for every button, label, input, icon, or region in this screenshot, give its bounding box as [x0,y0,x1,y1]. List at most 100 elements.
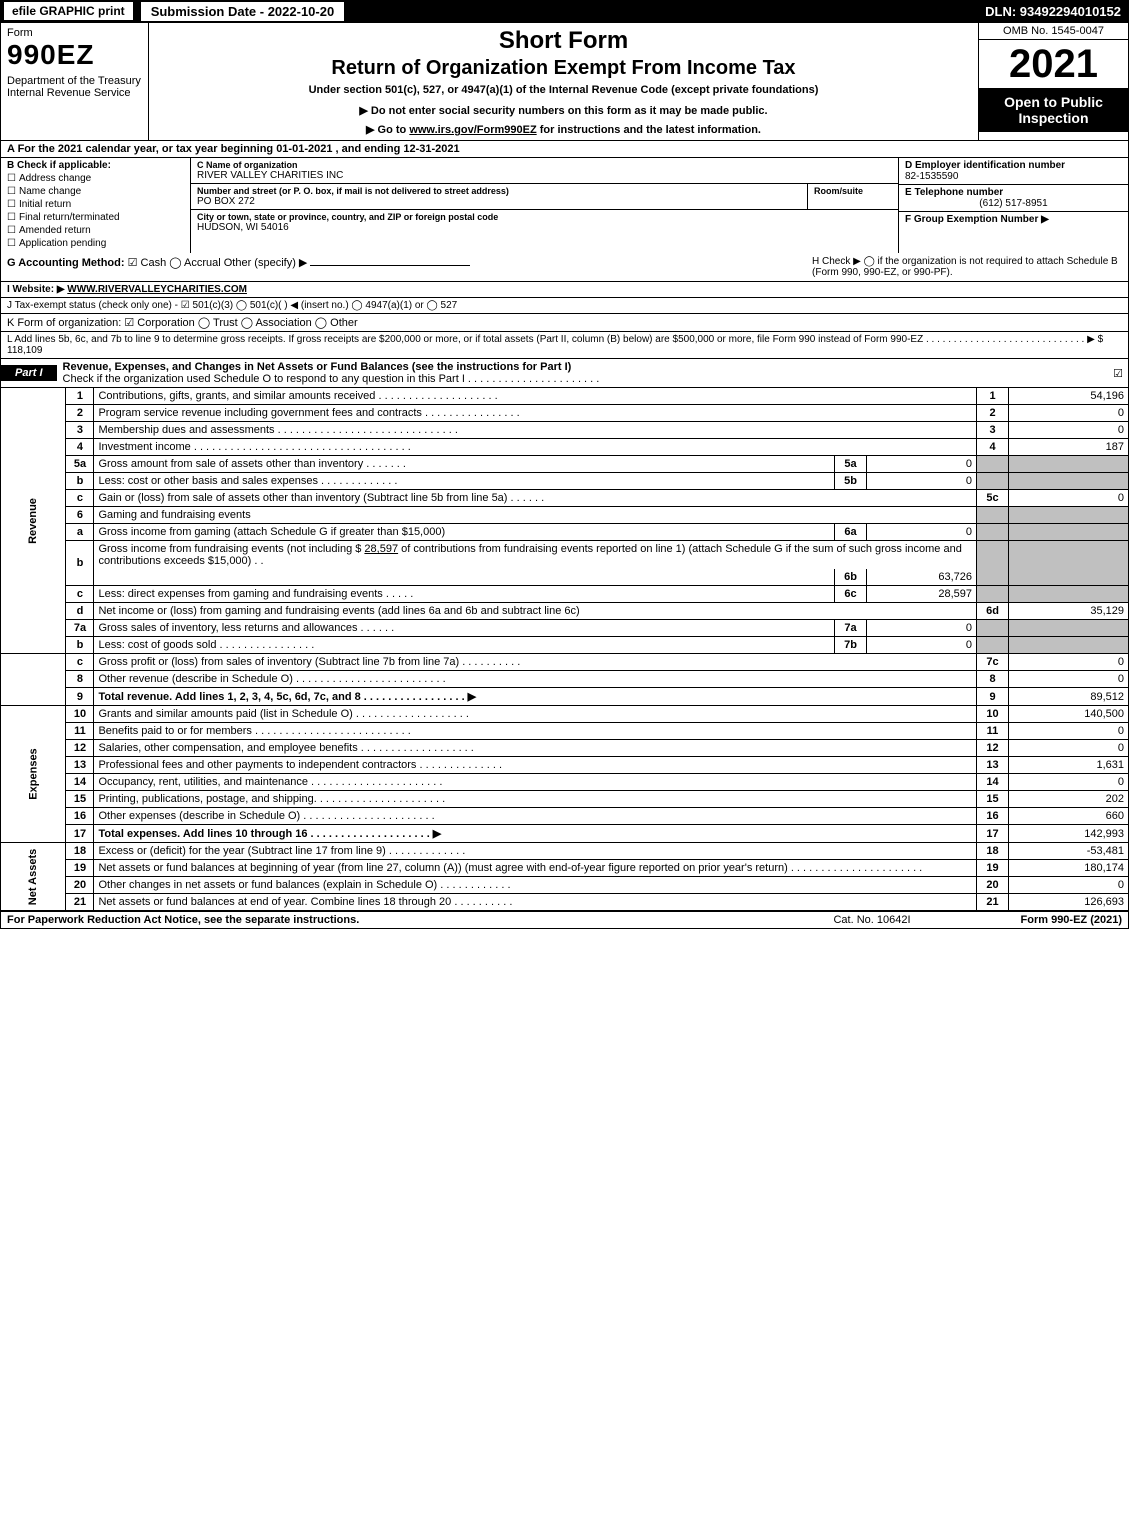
line-2-value: 0 [1009,405,1129,422]
form-subtitle: Under section 501(c), 527, or 4947(a)(1)… [157,84,970,96]
website-link[interactable]: WWW.RIVERVALLEYCHARITIES.COM [67,284,247,295]
line-7b-subnum: 7b [835,637,867,654]
line-12-num: 12 [977,740,1009,757]
application-pending-checkbox[interactable]: Application pending [7,238,184,249]
line-16-value: 660 [1009,808,1129,825]
line-4-desc: Investment income . . . . . . . . . . . … [94,439,977,456]
line-19-value: 180,174 [1009,860,1129,877]
final-return-checkbox[interactable]: Final return/terminated [7,212,184,223]
address-label: Number and street (or P. O. box, if mail… [197,186,801,196]
line-7c-value: 0 [1009,654,1129,671]
line-6b-amount: 28,597 [364,543,398,555]
net-assets-label: Net Assets [27,848,39,904]
form-word: Form [7,27,142,39]
section-b: B Check if applicable: Address change Na… [0,158,1129,253]
line-1-value: 54,196 [1009,388,1129,405]
accounting-method-options: ☑ Cash ◯ Accrual Other (specify) ▶ [128,257,308,269]
line-4-num: 4 [977,439,1009,456]
part-1-subtitle: Check if the organization used Schedule … [63,373,600,385]
line-6d-value: 35,129 [1009,603,1129,620]
submission-date: Submission Date - 2022-10-20 [141,2,345,21]
line-3-value: 0 [1009,422,1129,439]
line-18-value: -53,481 [1009,843,1129,860]
irs-link[interactable]: www.irs.gov/Form990EZ [409,124,536,136]
part-1-tag: Part I [1,365,57,381]
expenses-label: Expenses [27,748,39,799]
line-5b-subnum: 5b [835,473,867,490]
line-14-value: 0 [1009,774,1129,791]
line-15-value: 202 [1009,791,1129,808]
initial-return-checkbox[interactable]: Initial return [7,199,184,210]
line-7b-value: 0 [867,637,977,654]
line-6d-num: 6d [977,603,1009,620]
line-2-desc: Program service revenue including govern… [94,405,977,422]
line-21-value: 126,693 [1009,894,1129,911]
line-17-desc: Total expenses. Add lines 10 through 16 … [94,825,977,843]
line-1-desc: Contributions, gifts, grants, and simila… [94,388,977,405]
form-number: 990EZ [7,39,142,71]
paperwork-notice: For Paperwork Reduction Act Notice, see … [7,914,802,926]
form-title: Return of Organization Exempt From Incom… [157,57,970,80]
form-of-organization-row: K Form of organization: ☑ Corporation ◯ … [0,314,1129,332]
line-6-desc: Gaming and fundraising events [94,507,977,524]
room-label: Room/suite [814,186,892,196]
form-footer-label: Form 990-EZ (2021) [942,914,1122,926]
org-name: RIVER VALLEY CHARITIES INC [197,170,892,181]
line-5b-value: 0 [867,473,977,490]
address-value: PO BOX 272 [197,196,801,207]
ssn-warning: ▶ Do not enter social security numbers o… [157,104,970,117]
line-6d-desc: Net income or (loss) from gaming and fun… [94,603,977,620]
line-18-desc: Excess or (deficit) for the year (Subtra… [94,843,977,860]
telephone-label: E Telephone number [905,187,1122,198]
name-change-checkbox[interactable]: Name change [7,186,184,197]
address-change-checkbox[interactable]: Address change [7,173,184,184]
line-7c-desc: Gross profit or (loss) from sales of inv… [94,654,977,671]
line-14-desc: Occupancy, rent, utilities, and maintena… [94,774,977,791]
ein-value: 82-1535590 [905,171,1122,182]
line-9-value: 89,512 [1009,688,1129,706]
amended-return-checkbox[interactable]: Amended return [7,225,184,236]
line-6c-desc: Less: direct expenses from gaming and fu… [94,586,835,603]
line-15-num: 15 [977,791,1009,808]
line-17-value: 142,993 [1009,825,1129,843]
website-row: I Website: ▶ WWW.RIVERVALLEYCHARITIES.CO… [0,282,1129,298]
line-6c-subnum: 6c [835,586,867,603]
line-5c-value: 0 [1009,490,1129,507]
part-1-header: Part I Revenue, Expenses, and Changes in… [0,359,1129,388]
line-18-num: 18 [977,843,1009,860]
line-16-num: 16 [977,808,1009,825]
line-3-num: 3 [977,422,1009,439]
line-14-num: 14 [977,774,1009,791]
line-1-num: 1 [977,388,1009,405]
line-l: L Add lines 5b, 6c, and 7b to line 9 to … [0,332,1129,359]
line-11-num: 11 [977,723,1009,740]
dln-label: DLN: 93492294010152 [985,4,1129,19]
efile-print-button[interactable]: efile GRAPHIC print [4,2,133,20]
check-if-applicable-label: B Check if applicable: [7,160,184,171]
line-13-value: 1,631 [1009,757,1129,774]
tax-year: 2021 [979,40,1128,88]
line-12-value: 0 [1009,740,1129,757]
line-11-desc: Benefits paid to or for members . . . . … [94,723,977,740]
line-5b-desc: Less: cost or other basis and sales expe… [94,473,835,490]
line-5a-desc: Gross amount from sale of assets other t… [94,456,835,473]
line-6c-value: 28,597 [867,586,977,603]
part-1-title: Revenue, Expenses, and Changes in Net As… [63,361,572,373]
line-15-desc: Printing, publications, postage, and shi… [94,791,977,808]
line-8-num: 8 [977,671,1009,688]
line-10-num: 10 [977,706,1009,723]
line-13-num: 13 [977,757,1009,774]
part-1-checkbox[interactable]: ☑ [1108,367,1128,380]
department-label: Department of the Treasury Internal Reve… [7,75,142,99]
line-10-value: 140,500 [1009,706,1129,723]
cat-number: Cat. No. 10642I [802,914,942,926]
open-to-public-badge: Open to Public Inspection [979,88,1128,132]
line-5c-desc: Gain or (loss) from sale of assets other… [94,490,977,507]
line-6a-value: 0 [867,524,977,541]
line-9-num: 9 [977,688,1009,706]
line-17-num: 17 [977,825,1009,843]
line-6b-value: 63,726 [867,569,977,586]
line-8-value: 0 [1009,671,1129,688]
topbar: efile GRAPHIC print Submission Date - 20… [0,0,1129,22]
line-13-desc: Professional fees and other payments to … [94,757,977,774]
